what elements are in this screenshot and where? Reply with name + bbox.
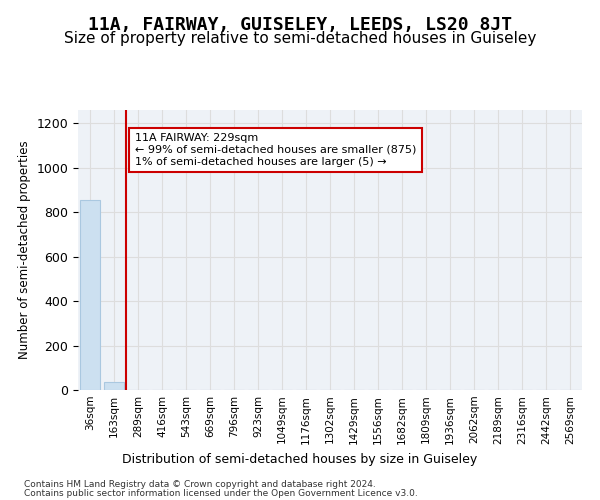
- Y-axis label: Number of semi-detached properties: Number of semi-detached properties: [18, 140, 31, 360]
- Text: Distribution of semi-detached houses by size in Guiseley: Distribution of semi-detached houses by …: [122, 453, 478, 466]
- Text: Size of property relative to semi-detached houses in Guiseley: Size of property relative to semi-detach…: [64, 31, 536, 46]
- Bar: [104, 382, 124, 390]
- Bar: [80, 200, 100, 390]
- Text: Contains public sector information licensed under the Open Government Licence v3: Contains public sector information licen…: [24, 488, 418, 498]
- Text: 11A, FAIRWAY, GUISELEY, LEEDS, LS20 8JT: 11A, FAIRWAY, GUISELEY, LEEDS, LS20 8JT: [88, 16, 512, 34]
- Text: 11A FAIRWAY: 229sqm
← 99% of semi-detached houses are smaller (875)
1% of semi-d: 11A FAIRWAY: 229sqm ← 99% of semi-detach…: [135, 134, 416, 166]
- Text: Contains HM Land Registry data © Crown copyright and database right 2024.: Contains HM Land Registry data © Crown c…: [24, 480, 376, 489]
